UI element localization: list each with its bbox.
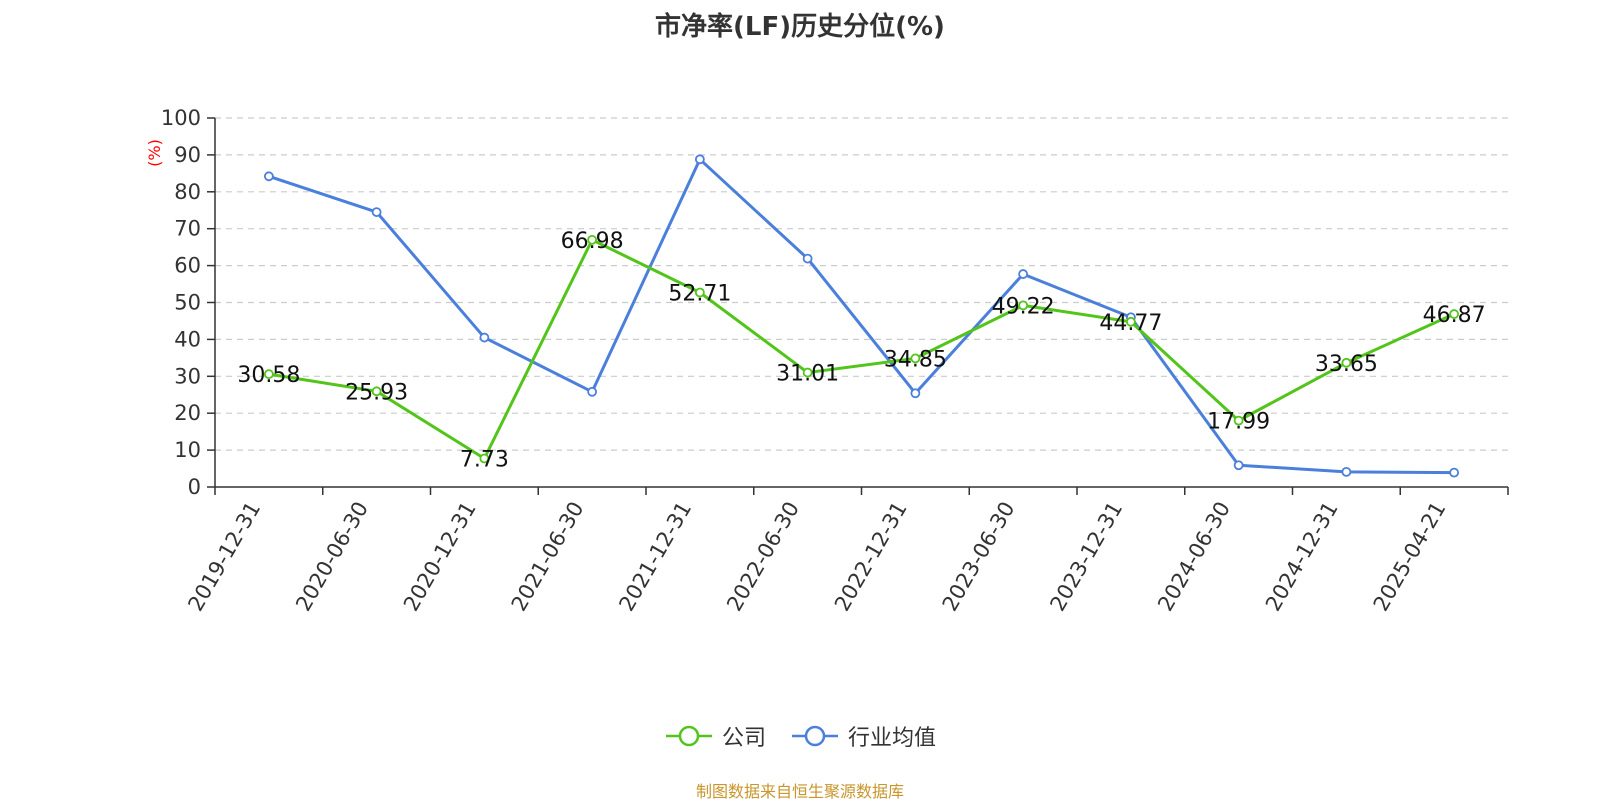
y-tick-label: 20	[174, 401, 201, 425]
x-tick-label: 2020-06-30	[291, 498, 373, 616]
x-tick-label: 2021-12-31	[614, 498, 696, 616]
x-tick-label: 2022-06-30	[722, 498, 804, 616]
data-point-company	[694, 287, 705, 298]
data-label: 49.22	[992, 294, 1055, 319]
x-tick-label: 2023-06-30	[938, 498, 1020, 616]
legend: 公司 行业均值	[0, 720, 1600, 752]
y-tick-label: 0	[188, 475, 201, 499]
x-tick-label: 2024-12-31	[1261, 498, 1343, 616]
data-label: 33.65	[1315, 352, 1378, 377]
x-tick-label: 2023-12-31	[1045, 498, 1127, 616]
legend-item-industry[interactable]: 行业均值	[790, 720, 936, 752]
data-label: 44.77	[1099, 311, 1162, 336]
y-tick-label: 80	[174, 180, 201, 204]
x-tick-label: 2021-06-30	[507, 498, 589, 616]
data-point-industry	[910, 388, 921, 399]
x-tick-label: 2020-12-31	[399, 498, 481, 616]
legend-industry-icon	[792, 725, 838, 747]
y-tick-label: 40	[174, 327, 201, 351]
y-tick-label: 50	[174, 291, 201, 315]
data-point-industry	[587, 386, 598, 397]
data-point-industry	[694, 154, 705, 165]
data-label: 34.85	[884, 347, 947, 372]
legend-label-company: 公司	[721, 726, 766, 751]
x-tick-label: 2025-04-21	[1369, 498, 1451, 616]
x-tick-label: 2022-12-31	[830, 498, 912, 616]
data-point-company	[587, 234, 598, 245]
data-label: 66.98	[561, 229, 624, 254]
data-label: 52.71	[668, 282, 731, 307]
data-labels: 30.58 25.93 7.73 66.98 52.71 31.01 34.85 49.22 4…	[237, 229, 1485, 473]
data-point-industry	[371, 207, 382, 217]
data-point-company	[1449, 309, 1460, 319]
data-point-company	[910, 353, 921, 364]
x-tick-label: 2024-06-30	[1153, 498, 1235, 616]
data-label: 30.58	[237, 363, 300, 388]
grid-lines	[215, 117, 1508, 451]
legend-label-industry: 行业均值	[848, 726, 937, 751]
y-tick-label: 100	[161, 106, 201, 130]
data-point-industry	[1233, 460, 1244, 471]
y-tick-label: 30	[174, 364, 201, 388]
chart-title: 市净率(LF)历史分位(%)	[655, 12, 945, 42]
x-tick-label: 2019-12-31	[183, 498, 265, 616]
y-tick-label: 90	[174, 143, 201, 167]
data-point-industry	[1018, 269, 1029, 279]
data-point-industry	[802, 253, 813, 264]
data-point-company	[263, 369, 274, 380]
data-label: 25.93	[345, 380, 408, 405]
source-note: 制图数据来自恒生聚源数据库	[695, 782, 904, 801]
data-point-company	[479, 453, 490, 464]
data-point-industry	[263, 171, 274, 182]
y-tick-label: 10	[174, 438, 201, 462]
data-label: 46.87	[1423, 303, 1486, 328]
data-label: 31.01	[776, 362, 839, 387]
data-label: 7.73	[460, 447, 509, 472]
data-label: 17.99	[1207, 410, 1270, 435]
data-point-industry	[479, 332, 490, 343]
data-point-company	[802, 367, 813, 378]
data-point-industry	[1449, 467, 1460, 478]
series-lines	[263, 154, 1460, 478]
series-line-industry	[268, 157, 1455, 475]
data-point-company	[1018, 300, 1029, 311]
legend-company-icon	[665, 725, 712, 747]
data-point-industry	[1341, 466, 1352, 477]
data-point-company	[1233, 415, 1244, 426]
legend-item-company[interactable]: 公司	[664, 720, 766, 752]
data-point-company	[371, 386, 382, 397]
y-tick-label: 60	[174, 254, 201, 278]
data-point-company	[1341, 357, 1352, 368]
y-axis-label: (%)	[145, 139, 164, 167]
series-line-company	[268, 238, 1455, 460]
y-tick-label: 70	[174, 217, 201, 241]
data-point-company	[1125, 316, 1136, 327]
